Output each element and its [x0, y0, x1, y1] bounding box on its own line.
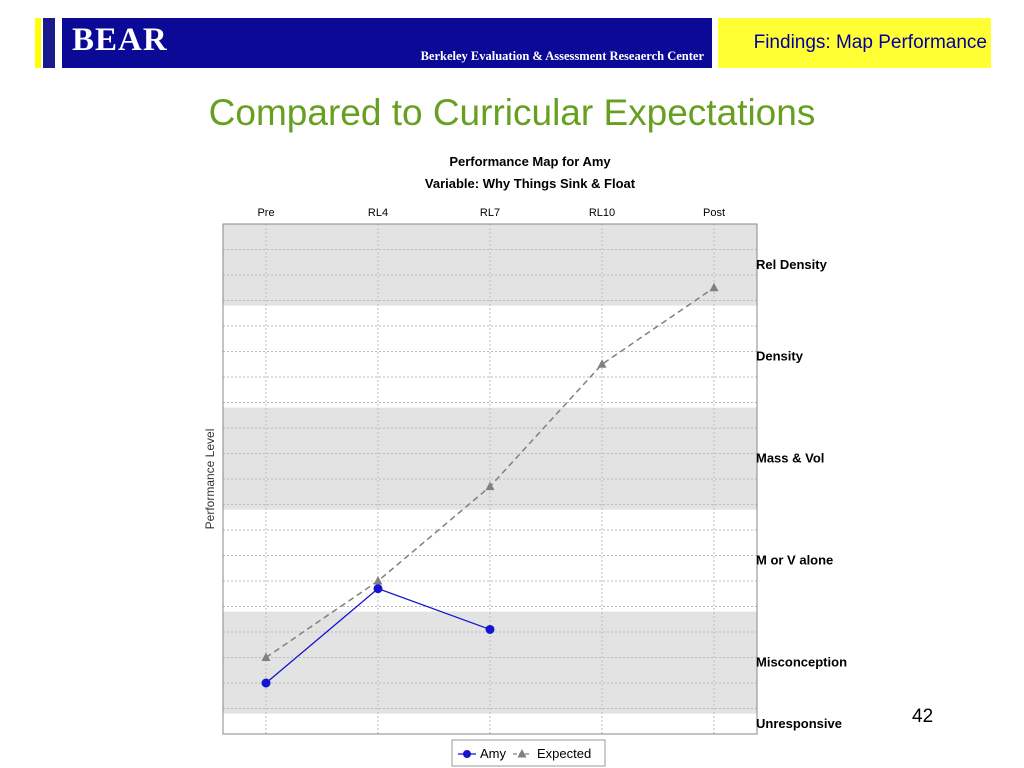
point-amy	[373, 584, 383, 594]
level-label: Misconception	[756, 655, 847, 670]
header-banner: BEAR Berkeley Evaluation & Assessment Re…	[62, 18, 712, 68]
point-expected	[373, 576, 383, 585]
point-expected	[485, 481, 495, 491]
text-layer: Performance Map for Amy Variable: Why Thi…	[203, 154, 847, 731]
header-accent-navy	[43, 18, 55, 68]
header-subtitle: Berkeley Evaluation & Assessment Reseaer…	[420, 49, 704, 63]
series-layer	[261, 282, 719, 688]
grid-layer	[223, 224, 757, 734]
legend-amy-marker	[463, 750, 471, 758]
x-tick-label: Pre	[257, 207, 274, 219]
page-number: 42	[912, 706, 934, 727]
bear-logo: BEAR	[72, 22, 168, 58]
level-label: Unresponsive	[756, 716, 842, 731]
point-amy	[485, 624, 495, 634]
point-amy	[261, 678, 271, 688]
slide-title: Compared to Curricular Expectations	[208, 92, 816, 133]
legend: Amy Expected	[451, 739, 606, 767]
legend-box	[451, 739, 606, 767]
point-expected	[261, 652, 271, 661]
level-label: Rel Density	[756, 257, 828, 272]
plot-border	[222, 223, 758, 735]
chart-title: Performance Map for Amy	[449, 154, 611, 169]
level-label: Mass & Vol	[756, 451, 824, 466]
legend-expected-label: Expected	[537, 746, 591, 761]
section-label-text: Findings: Map Performance	[753, 32, 987, 53]
x-tick-label: RL10	[589, 207, 615, 219]
level-label: Density	[756, 349, 804, 364]
header-accent-yellow	[35, 18, 41, 68]
x-tick-label: RL4	[368, 207, 388, 219]
x-tick-label: Post	[703, 207, 725, 219]
point-expected	[709, 282, 719, 292]
level-label: M or V alone	[756, 553, 833, 568]
y-axis-label: Performance Level	[203, 429, 217, 530]
section-label: Findings: Map Performance	[718, 18, 991, 68]
point-expected	[597, 359, 607, 368]
legend-expected-marker	[517, 749, 527, 758]
band-shaded	[223, 407, 757, 510]
legend-amy-label: Amy	[480, 746, 507, 761]
chart-subtitle: Variable: Why Things Sink & Float	[425, 176, 636, 191]
x-tick-label: RL7	[480, 207, 500, 219]
